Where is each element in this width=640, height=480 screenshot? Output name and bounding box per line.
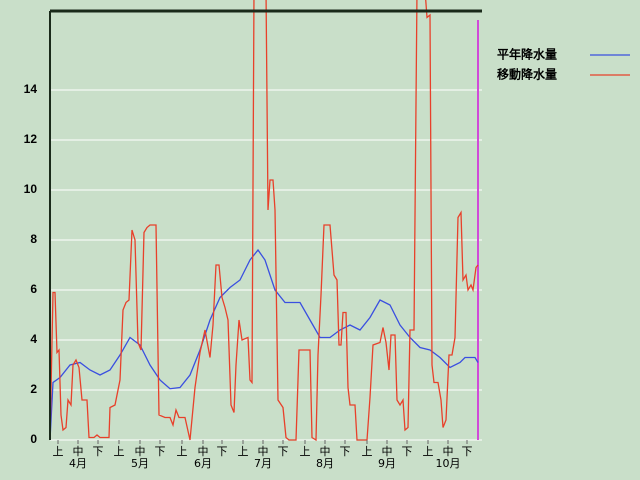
x-tick-label: 上 xyxy=(238,445,249,458)
x-tick-label: 中 xyxy=(135,445,146,458)
y-tick-label: 4 xyxy=(30,332,37,346)
legend-label: 平年降水量 xyxy=(497,47,557,62)
x-tick-label: 下 xyxy=(278,445,289,458)
x-tick-label: 下 xyxy=(93,445,104,458)
legend-label: 移動降水量 xyxy=(497,67,557,82)
month-label: 9月 xyxy=(378,457,396,470)
x-tick-label: 中 xyxy=(382,445,393,458)
month-label: 8月 xyxy=(316,457,334,470)
x-tick-label: 上 xyxy=(423,445,434,458)
y-tick-label: 6 xyxy=(30,282,37,296)
x-tick-label: 中 xyxy=(320,445,331,458)
x-tick-label: 上 xyxy=(53,445,64,458)
x-tick-label: 下 xyxy=(217,445,228,458)
x-tick-label: 中 xyxy=(443,445,454,458)
month-label: 4月 xyxy=(69,457,87,470)
x-tick-label: 上 xyxy=(300,445,311,458)
x-tick-label: 下 xyxy=(340,445,351,458)
x-tick-label: 上 xyxy=(177,445,188,458)
y-tick-label: 12 xyxy=(24,132,38,146)
plot xyxy=(49,0,479,442)
y-tick-label: 2 xyxy=(30,382,37,396)
series-line xyxy=(49,0,479,442)
x-tick-label: 下 xyxy=(155,445,166,458)
x-tick-label: 上 xyxy=(114,445,125,458)
y-tick-label: 14 xyxy=(24,82,38,96)
x-tick-label: 下 xyxy=(402,445,413,458)
x-tick-label: 下 xyxy=(462,445,473,458)
axes: 02468101214上中下上中下上中下上中下上中下上中下上中下4月 5月 6月 7月… xyxy=(24,82,473,470)
month-label: 5月 xyxy=(131,457,149,470)
y-tick-label: 10 xyxy=(24,182,38,196)
month-label: 6月 xyxy=(194,457,212,470)
x-tick-label: 中 xyxy=(198,445,209,458)
series-line xyxy=(49,248,479,441)
y-tick-label: 0 xyxy=(30,432,37,446)
month-label: 7月 xyxy=(254,457,272,470)
x-tick-label: 中 xyxy=(73,445,84,458)
x-tick-label: 上 xyxy=(362,445,373,458)
y-tick-label: 8 xyxy=(30,232,37,246)
x-tick-label: 中 xyxy=(258,445,269,458)
month-label: 10月 xyxy=(436,457,461,470)
